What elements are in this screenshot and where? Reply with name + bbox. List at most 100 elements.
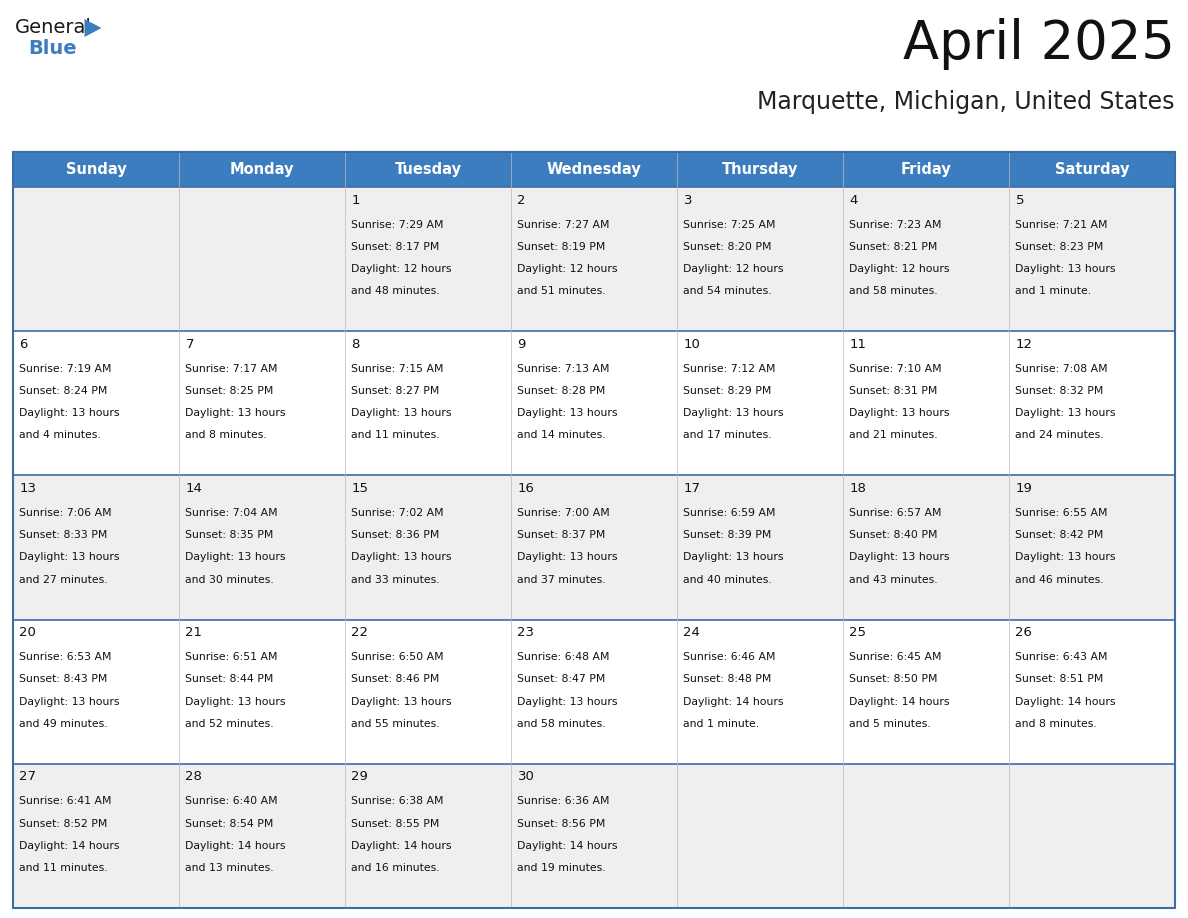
Text: Daylight: 13 hours: Daylight: 13 hours — [518, 409, 618, 419]
Text: Sunrise: 6:55 AM: Sunrise: 6:55 AM — [1016, 508, 1108, 518]
Text: Sunset: 8:56 PM: Sunset: 8:56 PM — [518, 819, 606, 829]
Text: Sunset: 8:54 PM: Sunset: 8:54 PM — [185, 819, 274, 829]
Text: Sunrise: 7:29 AM: Sunrise: 7:29 AM — [352, 219, 444, 230]
Text: Sunrise: 7:00 AM: Sunrise: 7:00 AM — [518, 508, 611, 518]
Text: Daylight: 14 hours: Daylight: 14 hours — [518, 841, 618, 851]
Text: 17: 17 — [683, 482, 701, 495]
Text: 8: 8 — [352, 338, 360, 351]
Bar — [843, 764, 1009, 908]
Text: Sunrise: 7:04 AM: Sunrise: 7:04 AM — [185, 508, 278, 518]
Bar — [345, 764, 511, 908]
Polygon shape — [84, 19, 101, 37]
Text: and 30 minutes.: and 30 minutes. — [185, 575, 274, 585]
Text: Sunset: 8:19 PM: Sunset: 8:19 PM — [518, 241, 606, 252]
Text: Daylight: 14 hours: Daylight: 14 hours — [19, 841, 120, 851]
Text: Daylight: 12 hours: Daylight: 12 hours — [683, 264, 784, 274]
Text: 26: 26 — [1016, 626, 1032, 639]
Text: Saturday: Saturday — [1055, 162, 1130, 177]
Text: Friday: Friday — [901, 162, 952, 177]
Text: Sunrise: 6:43 AM: Sunrise: 6:43 AM — [1016, 653, 1108, 662]
Bar — [1009, 620, 1175, 764]
Text: Sunset: 8:20 PM: Sunset: 8:20 PM — [683, 241, 772, 252]
Text: Daylight: 13 hours: Daylight: 13 hours — [185, 409, 286, 419]
Text: Daylight: 13 hours: Daylight: 13 hours — [849, 409, 950, 419]
Text: and 11 minutes.: and 11 minutes. — [19, 863, 108, 873]
Text: General: General — [15, 18, 91, 37]
Text: Daylight: 13 hours: Daylight: 13 hours — [1016, 553, 1116, 563]
Text: and 13 minutes.: and 13 minutes. — [185, 863, 274, 873]
Text: Daylight: 13 hours: Daylight: 13 hours — [518, 697, 618, 707]
Text: Sunset: 8:50 PM: Sunset: 8:50 PM — [849, 675, 939, 685]
Text: 22: 22 — [352, 626, 368, 639]
Text: Sunrise: 7:10 AM: Sunrise: 7:10 AM — [849, 364, 942, 374]
Text: and 52 minutes.: and 52 minutes. — [185, 719, 274, 729]
Bar — [13, 620, 179, 764]
Text: Sunset: 8:25 PM: Sunset: 8:25 PM — [185, 386, 274, 396]
Text: Sunset: 8:24 PM: Sunset: 8:24 PM — [19, 386, 108, 396]
Text: 5: 5 — [1016, 194, 1024, 207]
Text: and 55 minutes.: and 55 minutes. — [352, 719, 440, 729]
Bar — [13, 187, 179, 331]
Text: Sunrise: 6:51 AM: Sunrise: 6:51 AM — [185, 653, 278, 662]
Text: Daylight: 12 hours: Daylight: 12 hours — [352, 264, 451, 274]
Bar — [13, 152, 1175, 187]
Text: Daylight: 13 hours: Daylight: 13 hours — [352, 553, 451, 563]
Text: and 46 minutes.: and 46 minutes. — [1016, 575, 1104, 585]
Bar — [179, 187, 345, 331]
Text: 4: 4 — [849, 194, 858, 207]
Text: Sunrise: 7:27 AM: Sunrise: 7:27 AM — [518, 219, 609, 230]
Text: Daylight: 14 hours: Daylight: 14 hours — [683, 697, 784, 707]
Text: Daylight: 14 hours: Daylight: 14 hours — [849, 697, 950, 707]
Text: Sunset: 8:44 PM: Sunset: 8:44 PM — [185, 675, 274, 685]
Text: Sunset: 8:35 PM: Sunset: 8:35 PM — [185, 531, 274, 541]
Text: Sunset: 8:55 PM: Sunset: 8:55 PM — [352, 819, 440, 829]
Text: Sunrise: 6:46 AM: Sunrise: 6:46 AM — [683, 653, 776, 662]
Text: Tuesday: Tuesday — [394, 162, 461, 177]
Text: 23: 23 — [518, 626, 535, 639]
Text: 14: 14 — [185, 482, 202, 495]
Text: and 33 minutes.: and 33 minutes. — [352, 575, 440, 585]
Bar — [677, 476, 843, 620]
Bar — [1009, 476, 1175, 620]
Text: Sunrise: 7:08 AM: Sunrise: 7:08 AM — [1016, 364, 1108, 374]
Text: 16: 16 — [518, 482, 535, 495]
Text: 11: 11 — [849, 338, 866, 351]
Text: and 1 minute.: and 1 minute. — [683, 719, 759, 729]
Text: Daylight: 13 hours: Daylight: 13 hours — [518, 553, 618, 563]
Text: Daylight: 13 hours: Daylight: 13 hours — [683, 409, 784, 419]
Text: Daylight: 13 hours: Daylight: 13 hours — [1016, 264, 1116, 274]
Text: and 19 minutes.: and 19 minutes. — [518, 863, 606, 873]
Text: Sunset: 8:52 PM: Sunset: 8:52 PM — [19, 819, 108, 829]
Text: Daylight: 13 hours: Daylight: 13 hours — [19, 553, 120, 563]
Bar — [1009, 764, 1175, 908]
Text: Sunset: 8:28 PM: Sunset: 8:28 PM — [518, 386, 606, 396]
Text: Sunrise: 7:23 AM: Sunrise: 7:23 AM — [849, 219, 942, 230]
Text: and 43 minutes.: and 43 minutes. — [849, 575, 939, 585]
Text: Daylight: 14 hours: Daylight: 14 hours — [352, 841, 451, 851]
Text: Blue: Blue — [29, 39, 76, 59]
Text: Daylight: 13 hours: Daylight: 13 hours — [1016, 409, 1116, 419]
Bar — [1009, 187, 1175, 331]
Text: 24: 24 — [683, 626, 701, 639]
Bar — [511, 476, 677, 620]
Text: and 49 minutes.: and 49 minutes. — [19, 719, 108, 729]
Text: 27: 27 — [19, 770, 37, 783]
Text: and 27 minutes.: and 27 minutes. — [19, 575, 108, 585]
Text: and 8 minutes.: and 8 minutes. — [1016, 719, 1098, 729]
Bar — [511, 187, 677, 331]
Text: Thursday: Thursday — [722, 162, 798, 177]
Text: Sunrise: 6:59 AM: Sunrise: 6:59 AM — [683, 508, 776, 518]
Bar — [179, 764, 345, 908]
Text: Daylight: 13 hours: Daylight: 13 hours — [352, 409, 451, 419]
Text: 7: 7 — [185, 338, 194, 351]
Text: Daylight: 13 hours: Daylight: 13 hours — [683, 553, 784, 563]
Text: Sunrise: 6:57 AM: Sunrise: 6:57 AM — [849, 508, 942, 518]
Text: 2: 2 — [518, 194, 526, 207]
Text: Sunrise: 7:17 AM: Sunrise: 7:17 AM — [185, 364, 278, 374]
Bar — [179, 620, 345, 764]
Text: and 4 minutes.: and 4 minutes. — [19, 431, 101, 441]
Text: Daylight: 14 hours: Daylight: 14 hours — [185, 841, 286, 851]
Text: 28: 28 — [185, 770, 202, 783]
Text: Sunrise: 6:36 AM: Sunrise: 6:36 AM — [518, 797, 609, 807]
Text: Daylight: 13 hours: Daylight: 13 hours — [19, 409, 120, 419]
